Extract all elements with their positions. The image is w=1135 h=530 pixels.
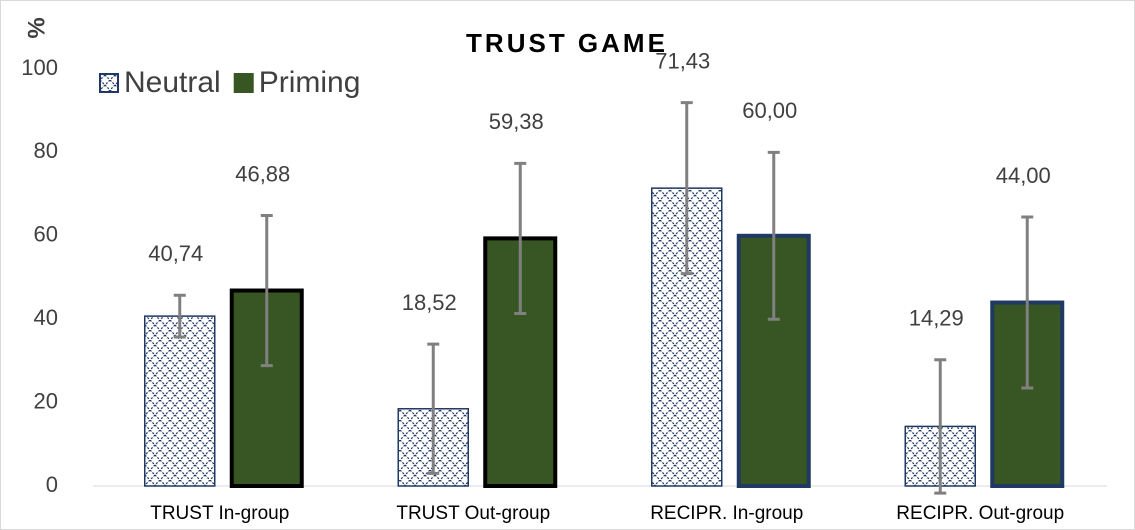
y-tick-label: 20	[34, 388, 58, 413]
error-bar	[680, 101, 693, 276]
y-tick-label: 100	[21, 55, 58, 80]
legend-swatch	[99, 73, 119, 93]
x-tick-label: TRUST Out-group	[396, 503, 550, 524]
error-bar	[427, 342, 440, 475]
y-axis-label: %	[23, 17, 50, 38]
value-label: 46,88	[235, 161, 290, 186]
error-bar	[1021, 215, 1034, 390]
y-tick-label: 0	[46, 472, 58, 497]
value-label: 18,52	[402, 290, 457, 315]
error-bar	[514, 161, 527, 315]
value-label: 71,43	[655, 48, 710, 73]
legend-swatch	[233, 73, 254, 93]
chart-title: TRUST GAME	[466, 28, 668, 58]
y-tick-label: 80	[34, 138, 58, 163]
value-label: 40,74	[148, 241, 203, 266]
value-label: 59,38	[489, 109, 544, 134]
y-tick-label: 40	[34, 305, 58, 330]
error-bar	[173, 293, 186, 339]
value-label: 60,00	[742, 98, 797, 123]
bar	[736, 233, 811, 488]
legend-label: Priming	[259, 66, 361, 99]
error-bar	[767, 150, 780, 321]
bar	[144, 315, 216, 487]
legend-label: Neutral	[124, 66, 221, 99]
value-label: 44,00	[996, 163, 1051, 188]
error-bar	[934, 358, 947, 495]
y-tick-label: 60	[34, 222, 58, 247]
x-tick-label: TRUST In-group	[150, 503, 289, 524]
value-label: 14,29	[909, 306, 964, 331]
error-bar	[260, 213, 273, 368]
x-tick-label: RECIPR. In-group	[650, 503, 803, 524]
x-tick-label: RECIPR. Out-group	[896, 503, 1064, 524]
